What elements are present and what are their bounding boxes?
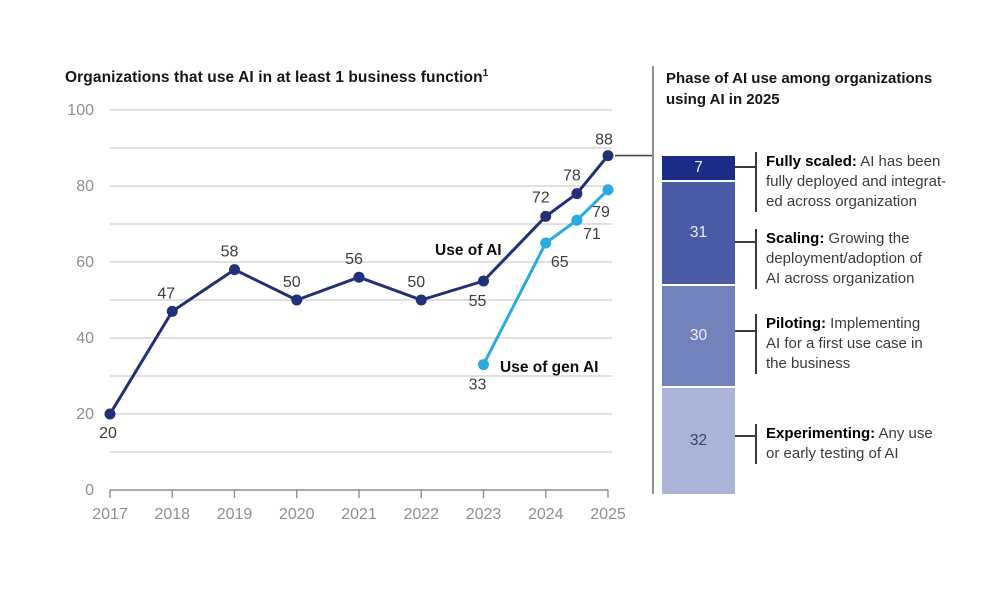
svg-text:50: 50 [283, 274, 301, 291]
svg-text:50: 50 [407, 274, 425, 291]
legend-item-scaling: Scaling: Growing the deployment/adoption… [755, 229, 965, 289]
svg-text:Use of AI: Use of AI [435, 242, 502, 259]
svg-text:33: 33 [469, 377, 487, 394]
legend-description: AI has been fully deployed and integrat-… [766, 153, 947, 210]
svg-text:71: 71 [583, 226, 601, 243]
svg-text:2019: 2019 [217, 506, 253, 523]
bar-segment-experimenting: 32 [662, 385, 735, 494]
line-chart: 2017 2018 2019 2020 2021 2022 2023 2024 2025 0 20 4… [67, 102, 652, 523]
legend-item-experimenting: Experimenting: Any use or early testing … [755, 424, 965, 464]
svg-text:79: 79 [592, 204, 610, 221]
svg-text:88: 88 [595, 132, 613, 149]
svg-text:65: 65 [551, 254, 569, 271]
svg-text:58: 58 [221, 244, 239, 261]
legend-connector-fully-scaled [735, 166, 755, 168]
svg-text:Use of gen AI: Use of gen AI [500, 359, 598, 376]
legend-connector-scaling [735, 241, 755, 243]
svg-text:0: 0 [85, 482, 94, 499]
legend-connector-experimenting [735, 435, 755, 437]
svg-text:55: 55 [469, 293, 487, 310]
svg-text:100: 100 [67, 102, 94, 119]
legend-term: Experimenting: [766, 425, 876, 442]
legend-term: Scaling: [766, 230, 825, 247]
legend-item-piloting: Piloting: Implementing AI for a first us… [755, 314, 965, 374]
footnote-marker: 1 [482, 68, 489, 79]
bar-segment-fully-scaled: 7 [662, 156, 735, 180]
legend-description: Any use or early testing of AI [766, 425, 933, 462]
svg-text:2022: 2022 [403, 506, 439, 523]
svg-text:2017: 2017 [92, 506, 128, 523]
svg-text:2018: 2018 [154, 506, 190, 523]
svg-text:47: 47 [157, 285, 175, 302]
segment-value: 30 [689, 327, 708, 345]
segment-value: 31 [689, 224, 708, 242]
panel-divider-line [652, 66, 654, 494]
segment-value: 7 [694, 158, 703, 176]
svg-text:2024: 2024 [528, 506, 564, 523]
svg-text:80: 80 [76, 178, 94, 195]
legend-description: Implementing AI for a first use case in … [766, 315, 923, 372]
svg-text:20: 20 [76, 406, 94, 423]
svg-text:20: 20 [99, 425, 117, 442]
phase-panel-title: Phase of AI use among organizations usin… [666, 70, 933, 108]
legend-description: Growing the deployment/adoption of AI ac… [766, 230, 922, 287]
svg-text:60: 60 [76, 254, 94, 271]
svg-text:72: 72 [532, 189, 550, 206]
phase-stacked-bar: 7 31 30 32 [662, 156, 735, 494]
legend-term: Piloting: [766, 315, 826, 332]
segment-value: 32 [689, 431, 708, 449]
bar-segment-piloting: 30 [662, 284, 735, 386]
line-chart-title: Organizations that use AI in at least 1 … [65, 68, 488, 87]
line-chart-title-text: Organizations that use AI in at least 1 … [65, 69, 483, 87]
legend-term: Fully scaled: [766, 153, 857, 170]
svg-text:2025: 2025 [590, 506, 626, 523]
svg-text:2020: 2020 [279, 506, 315, 523]
legend-item-fully-scaled: Fully scaled: AI has been fully deployed… [755, 152, 965, 212]
svg-text:2021: 2021 [341, 506, 377, 523]
svg-text:40: 40 [76, 330, 94, 347]
svg-text:2023: 2023 [466, 506, 502, 523]
svg-text:56: 56 [345, 251, 363, 268]
bar-segment-scaling: 31 [662, 179, 735, 285]
legend-connector-piloting [735, 330, 755, 332]
svg-text:78: 78 [563, 168, 581, 185]
